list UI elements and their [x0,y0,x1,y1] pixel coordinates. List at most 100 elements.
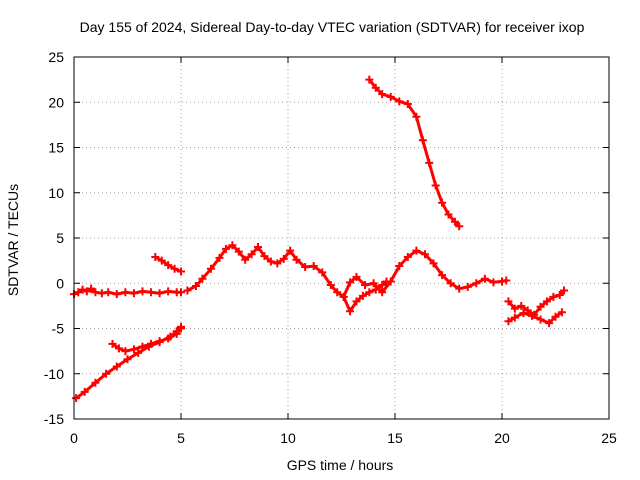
data-point [309,262,318,271]
data-point [489,278,498,287]
data-point [279,254,288,263]
data-point [412,112,421,121]
series-line [367,78,461,228]
x-tick-label: 20 [494,430,510,446]
data-point [164,261,173,270]
data-point [206,264,215,273]
data-point [361,281,370,290]
data-point [429,259,438,268]
data-point [536,315,545,324]
data-point [260,252,269,261]
data-point [91,378,100,387]
data-point [234,247,243,256]
data-point [254,243,263,252]
data-point [177,324,185,333]
data-point [172,329,181,338]
data-point [157,256,166,265]
data-point [527,311,536,320]
x-tick-label: 15 [387,430,403,446]
data-point [104,288,113,297]
data-point [510,313,519,322]
series-arc-8 [504,286,569,319]
data-point [221,244,230,253]
data-point [108,339,117,348]
series-arc-5 [183,241,511,301]
data-point [463,282,472,291]
y-tick-label: 15 [48,140,64,156]
series-line [111,327,183,353]
data-point [155,337,164,346]
data-point [412,246,421,255]
y-tick-label: 25 [48,49,64,65]
series-arc-7 [365,75,464,231]
data-point [164,334,173,343]
data-point [138,287,147,296]
data-point [536,302,545,311]
data-point [114,344,123,353]
data-point [403,100,412,109]
data-point [438,271,447,280]
y-tick-label: 20 [48,94,64,110]
data-point [549,292,558,301]
series-arc-1 [70,284,185,299]
data-point [420,250,429,259]
data-point [504,297,513,306]
data-point [551,312,560,321]
data-point [378,288,387,297]
x-tick-label: 25 [601,430,617,446]
x-tick-label: 10 [280,430,296,446]
data-point [510,304,519,313]
data-point [191,281,200,290]
data-point [395,97,404,106]
data-point [438,198,447,207]
data-point [555,291,564,300]
data-point [352,297,361,306]
data-point [112,362,121,371]
data-point [472,279,481,288]
data-point [365,75,374,84]
data-point [72,394,81,403]
series-arc-3 [108,324,185,356]
data-point [480,274,489,283]
data-point [560,286,569,295]
x-tick-label: 5 [177,430,185,446]
data-point [247,250,256,259]
data-point [446,279,455,288]
series-line [506,289,566,317]
data-point [82,287,91,296]
data-point [352,272,361,281]
data-point [74,288,83,297]
data-point [198,274,207,283]
data-point [123,355,132,364]
series-arc-6 [339,277,391,316]
data-point [358,291,367,300]
data-point [241,255,250,264]
y-axis-label: SDTVAR / TECUs [5,184,21,296]
data-point [371,83,380,92]
data-point [147,288,156,297]
data-point [346,307,355,316]
data-point [455,284,464,293]
data-point [138,342,147,351]
data-point [121,288,130,297]
y-tick-label: 10 [48,185,64,201]
data-point [502,276,511,285]
series-arc-9 [504,308,566,328]
data-point [129,345,138,354]
data-point [346,278,355,287]
data-point [273,259,282,268]
data-point [339,292,348,301]
data-point [378,281,387,290]
data-point [418,136,427,145]
data-point [395,262,404,271]
data-point [228,241,237,250]
data-point [444,210,453,219]
axis-ticks: 0 5 10 15 20 25 -15 -10 -5 0 5 10 15 20 25 [44,49,617,446]
data-point [134,348,143,357]
data-point [431,181,440,190]
data-point [215,253,224,262]
data-point [301,262,310,271]
series-arc-4 [151,253,185,276]
data-point [333,288,342,297]
data-point [542,297,551,306]
